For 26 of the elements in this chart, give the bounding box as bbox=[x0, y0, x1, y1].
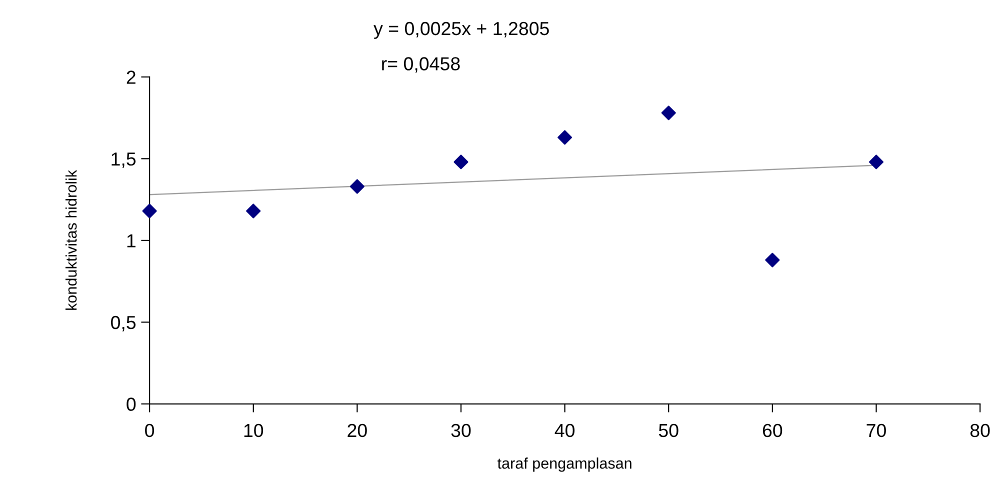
y-axis-title: konduktivitas hidrolik bbox=[65, 170, 77, 310]
x-tick-label: 80 bbox=[970, 424, 990, 438]
x-tick-label: 10 bbox=[244, 424, 264, 438]
x-tick-label: 50 bbox=[658, 424, 678, 438]
point bbox=[558, 130, 572, 145]
y-tick-label: 1,5 bbox=[112, 152, 136, 168]
text: r= 0,0458 bbox=[382, 57, 460, 73]
point bbox=[765, 252, 780, 268]
x-tick-label: 0 bbox=[145, 424, 154, 438]
y-tick-label: 0 bbox=[126, 398, 136, 411]
point bbox=[868, 154, 884, 170]
point bbox=[246, 204, 261, 218]
point bbox=[350, 179, 364, 194]
y-tick-label: 0,5 bbox=[111, 316, 136, 332]
y-tick-label: 1 bbox=[127, 234, 136, 248]
y-tick-label: 2 bbox=[126, 70, 136, 84]
text: y = 0,0025x + 1,2805 bbox=[374, 22, 549, 39]
x-tick-label: 40 bbox=[554, 424, 574, 438]
x-tick-label: 30 bbox=[451, 424, 471, 438]
x-tick-label: 60 bbox=[762, 424, 782, 438]
point bbox=[142, 204, 157, 218]
x-axis-title: taraf pengamplasan bbox=[498, 458, 632, 472]
point bbox=[454, 154, 468, 170]
point bbox=[661, 106, 676, 120]
x-tick-label: 70 bbox=[866, 424, 886, 438]
x-tick-label: 20 bbox=[348, 424, 367, 438]
